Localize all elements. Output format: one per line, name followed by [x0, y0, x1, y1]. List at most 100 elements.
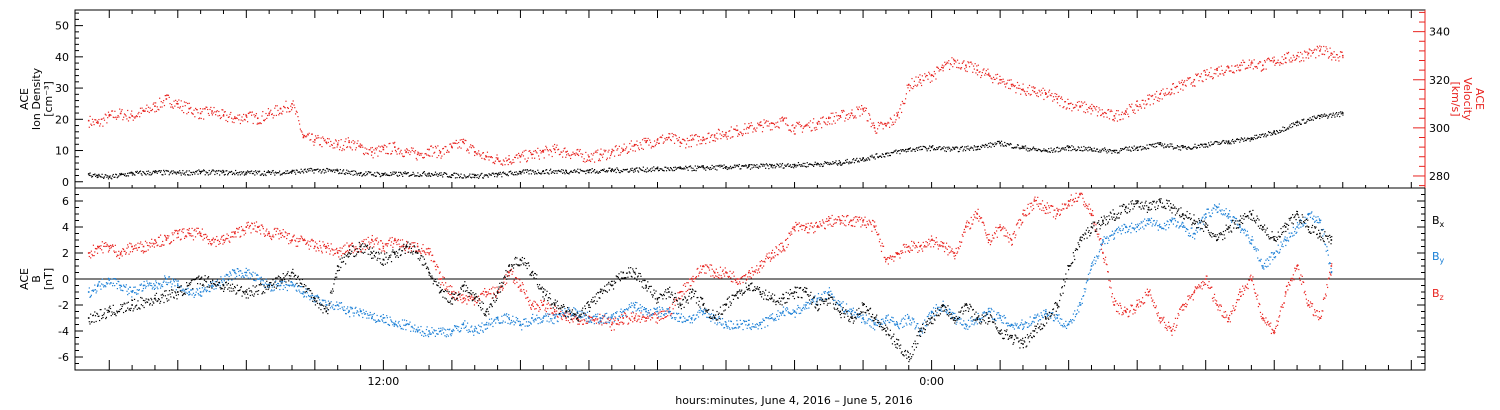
velocity-point: [489, 156, 491, 158]
bz-point: [632, 321, 634, 323]
velocity-point: [942, 66, 944, 69]
ion-density-point: [995, 143, 997, 146]
ion-density-point: [636, 167, 638, 169]
velocity-point: [1082, 102, 1084, 104]
velocity-point: [135, 116, 137, 118]
velocity-point: [729, 137, 732, 139]
ion-density-point: [1196, 147, 1199, 149]
ion-density-point: [288, 172, 290, 174]
bz-point: [219, 242, 221, 244]
ion-density-point: [1239, 141, 1241, 143]
velocity-point: [97, 122, 99, 124]
ion-density-point: [260, 174, 262, 176]
ion-density-point: [823, 163, 825, 165]
velocity-point: [434, 145, 437, 148]
velocity-point: [779, 118, 781, 120]
ion-density-point: [885, 152, 887, 155]
bz-point: [526, 297, 528, 299]
ion-density-point: [270, 171, 273, 174]
bz-point: [736, 278, 739, 280]
ion-density-point: [1082, 150, 1084, 152]
velocity-point: [345, 138, 347, 140]
velocity-point: [154, 111, 156, 113]
ion-density-point: [874, 158, 876, 160]
velocity-point: [496, 158, 499, 160]
ion-density-point: [745, 164, 747, 166]
velocity-point: [936, 66, 938, 68]
bz-point: [228, 240, 230, 242]
ion-density-point: [1192, 148, 1194, 150]
bz-point: [580, 320, 582, 322]
ion-density-point: [431, 173, 433, 175]
velocity-point: [1216, 67, 1218, 69]
ion-density-point: [1044, 149, 1047, 151]
ion-density-point: [1076, 149, 1079, 151]
ion-density-point: [1025, 149, 1027, 151]
velocity-point: [1215, 68, 1218, 70]
ion-density-point: [414, 175, 417, 177]
velocity-point: [115, 116, 117, 118]
velocity-point: [525, 149, 527, 151]
velocity-point: [435, 147, 437, 149]
bz-point: [805, 223, 807, 225]
velocity-point: [1047, 95, 1049, 97]
bz-point: [128, 253, 130, 255]
ion-density-point: [1075, 150, 1077, 152]
bz-point: [949, 246, 951, 248]
velocity-point: [608, 149, 610, 151]
velocity-point: [780, 120, 782, 122]
velocity-point: [1165, 94, 1167, 96]
velocity-point: [143, 110, 146, 112]
velocity-point: [690, 139, 693, 141]
bz-point: [305, 243, 307, 246]
ion-density-point: [1307, 118, 1310, 121]
bz-point: [637, 315, 639, 317]
velocity-point: [622, 150, 624, 152]
ion-density-point: [547, 172, 549, 174]
ion-density-point: [312, 169, 314, 171]
velocity-point: [877, 128, 879, 130]
ion-density-point: [473, 173, 475, 175]
ion-density-point: [1015, 147, 1017, 149]
ion-density-point: [1279, 129, 1281, 131]
bz-point: [260, 224, 262, 226]
velocity-point: [686, 137, 688, 140]
ion-density-point: [363, 173, 365, 175]
ion-density-point: [367, 171, 369, 173]
velocity-point: [520, 155, 522, 157]
ion-density-point: [668, 169, 670, 171]
velocity-point: [1243, 61, 1245, 63]
velocity-point: [983, 68, 985, 70]
ion-density-point: [829, 163, 831, 166]
bz-point: [353, 250, 356, 252]
ion-density-point: [560, 171, 562, 173]
ion-density-point: [386, 174, 389, 176]
ion-density-point: [301, 171, 303, 173]
bz-point: [300, 235, 302, 237]
velocity-point: [881, 123, 884, 125]
bz-point: [258, 225, 260, 227]
velocity-point: [151, 108, 154, 111]
velocity-point: [223, 111, 226, 113]
bz-point: [449, 285, 452, 287]
velocity-point: [996, 77, 998, 79]
bz-point: [634, 319, 636, 321]
velocity-point: [612, 149, 614, 151]
bz-point: [643, 316, 645, 318]
velocity-point: [566, 154, 568, 156]
bz-point: [207, 243, 210, 245]
velocity-point: [661, 136, 663, 139]
ion-density-point: [1303, 118, 1305, 120]
ion-density-point: [479, 174, 481, 176]
ion-density-point: [787, 163, 789, 165]
velocity-point: [1107, 109, 1109, 111]
velocity-point: [716, 132, 718, 134]
velocity-point: [150, 109, 152, 112]
ion-density-point: [603, 168, 605, 170]
ion-density-point: [1266, 134, 1268, 136]
velocity-point: [1267, 57, 1269, 60]
bz-point: [501, 289, 504, 291]
ion-density-point: [871, 154, 873, 156]
velocity-point: [992, 76, 995, 78]
velocity-point: [1130, 106, 1132, 108]
